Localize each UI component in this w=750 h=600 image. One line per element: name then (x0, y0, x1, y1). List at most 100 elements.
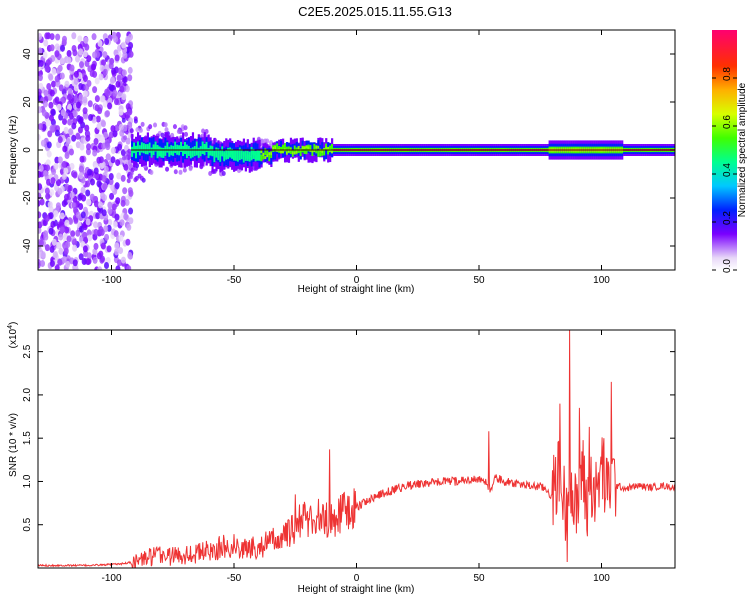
spectrogram-cell (49, 245, 55, 253)
x-tick-label: 0 (354, 573, 360, 584)
spectrogram-trace-cell (174, 148, 177, 154)
spectrogram-cell (96, 252, 102, 260)
spectrogram-trace-cell (213, 150, 216, 156)
spectrogram-trace-cell (325, 146, 328, 150)
spectrogram-cell (38, 32, 43, 40)
spectrogram-trace-cell (217, 148, 220, 159)
spectrogram-cell (43, 89, 49, 97)
spectrogram-trace-cell (133, 142, 136, 153)
spectrogram-cell (135, 127, 140, 133)
spectrogram-cell (44, 244, 50, 252)
spectrogram-trace-cell (156, 144, 159, 150)
spectrogram-trace-cell (174, 141, 177, 152)
spectrogram-cell (128, 41, 134, 49)
spectrogram-cell (141, 177, 146, 183)
spectrogram-cell (49, 260, 55, 268)
colorbar-tick-label: 0.2 (722, 211, 733, 225)
spectrogram-cell (115, 159, 121, 167)
spectrogram-trace-cell (207, 149, 210, 155)
spectrogram-cell (100, 136, 106, 144)
spectrogram-cell (64, 219, 70, 227)
spectrogram-cell (93, 138, 99, 146)
spectrogram-cell (38, 106, 42, 114)
spectrogram-cell (67, 184, 73, 192)
spectrogram-cell (55, 33, 61, 41)
spectrogram-trace-cell (146, 144, 149, 155)
spectrogram-trace-cell (158, 147, 161, 152)
spectrogram-cell (153, 122, 158, 128)
spectrogram-cell (140, 121, 145, 127)
spectrogram-cell (119, 85, 125, 93)
spectrogram-cell (114, 213, 120, 221)
spectrogram-cell (107, 218, 113, 226)
spectrogram-cell (51, 80, 57, 88)
spectrogram-cell (83, 112, 89, 120)
spectrogram-cell (46, 141, 52, 149)
spectrogram-trace-cell (229, 151, 232, 157)
spectrogram-cell (39, 198, 45, 206)
snr-xlabel: Height of straight line (km) (298, 584, 415, 595)
spectrogram-cell (84, 124, 90, 132)
spectrogram-trace-cell (246, 154, 249, 159)
spectrogram-trace-cell (231, 150, 234, 155)
spectrogram-cell (64, 80, 70, 88)
spectrogram-cell (85, 198, 91, 206)
spectrogram-cell (86, 143, 92, 151)
spectrogram-cell (101, 142, 107, 150)
spectrogram-cell (127, 148, 132, 154)
spectrogram-cell (40, 260, 46, 268)
spectrogram-cell (112, 89, 118, 97)
spectrogram-cell (75, 229, 81, 237)
spectrogram-cell (59, 57, 65, 65)
spectrogram-cell (73, 77, 79, 85)
spectrogram-cell (96, 180, 102, 188)
spectrogram-cell (51, 68, 57, 76)
spectrogram-trace-cell (291, 151, 295, 155)
spectrogram-trace-cell (156, 148, 159, 159)
spectrogram-cell (122, 51, 128, 59)
spectrogram-cell (86, 55, 92, 63)
spectrogram-trace-cell (236, 149, 240, 154)
spectrogram-cell (44, 214, 50, 222)
spectrogram-cell (46, 178, 52, 186)
spectrogram-cell (104, 233, 110, 241)
spectrogram-cell (71, 122, 77, 130)
spectrogram-cell (92, 51, 98, 59)
spectrogram-cell (95, 115, 101, 123)
spectrogram-trace-cell (266, 154, 269, 158)
spectrogram-cell (123, 213, 129, 221)
spectrogram-trace-cell (280, 149, 283, 153)
spectrogram-cell (59, 212, 65, 220)
spectrogram-cell (82, 75, 88, 83)
spectrogram-trace-cell (166, 142, 169, 153)
spectrogram-cell (39, 170, 45, 178)
spectrogram-trace-cell (233, 150, 236, 161)
spectrogram-cell (87, 234, 93, 242)
spectrogram-cell (126, 108, 132, 116)
spectrogram-cell (126, 265, 132, 270)
colorbar-tick-label: 0.6 (722, 115, 733, 129)
spectrogram-cell (105, 110, 111, 118)
spectrogram-cell (79, 155, 85, 163)
spectrogram-cell (92, 86, 98, 94)
spectrogram-cell (92, 256, 98, 264)
x-tick-label: 100 (593, 573, 610, 584)
spectrogram-cell (78, 93, 84, 101)
spectrogram-cell (97, 266, 103, 270)
spectrogram-cell (82, 223, 88, 231)
spectrogram-cell (75, 55, 81, 63)
spectrogram-cell (38, 123, 44, 131)
svg-text:(x104): (x104) (7, 322, 19, 349)
spectrogram-cell (38, 74, 43, 82)
spectrogram-trace-cell (256, 155, 259, 160)
spectrogram-cell (164, 127, 169, 133)
spectrogram-cell (107, 207, 113, 215)
spectrogram-cell (63, 167, 69, 175)
spectrogram-trace-cell (184, 149, 187, 155)
spectrogram-trace-cell (203, 150, 206, 156)
spectrogram-cell (44, 65, 50, 73)
spectrogram-cell (68, 148, 74, 156)
spectrogram-trace-cell (329, 145, 332, 153)
spectrogram-cell (71, 32, 77, 40)
spectrogram-cell (44, 32, 50, 40)
